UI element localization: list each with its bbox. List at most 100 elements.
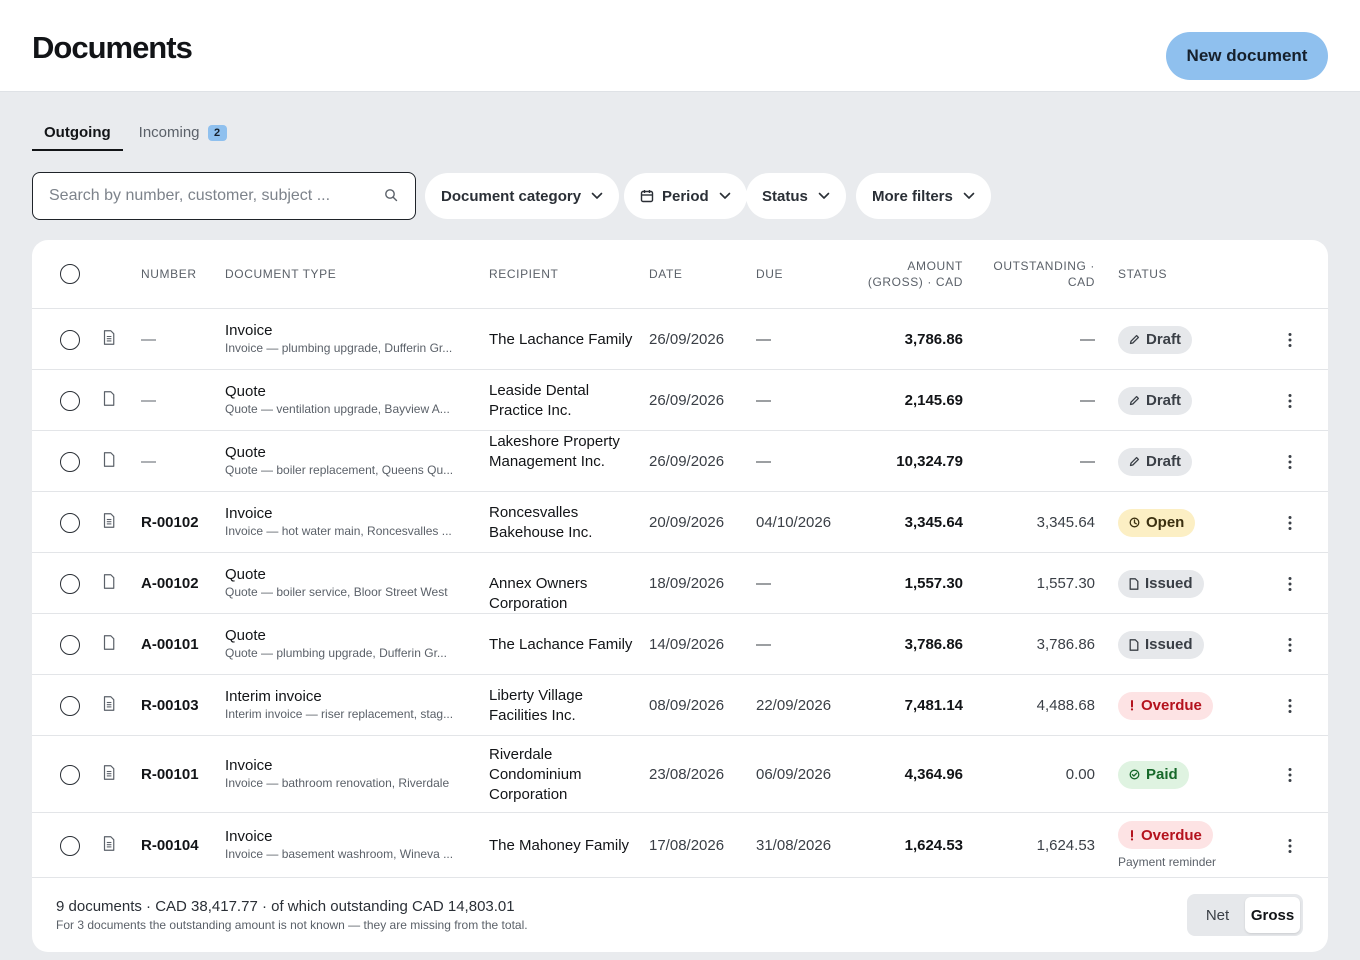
- document-subject: Invoice — basement washroom, Wineva ...: [225, 846, 454, 861]
- tab-incoming[interactable]: Incoming 2: [127, 112, 239, 151]
- page-title: Documents: [32, 30, 193, 65]
- column-outstanding-line1: OUTSTANDING ·: [993, 259, 1095, 273]
- status-label: Issued: [1145, 575, 1193, 592]
- status-badge: Open: [1118, 508, 1196, 537]
- more-actions-icon[interactable]: [1280, 330, 1300, 350]
- document-type: Interim invoice: [225, 687, 322, 705]
- column-due[interactable]: DUE: [756, 267, 784, 281]
- more-actions-icon[interactable]: [1280, 574, 1300, 594]
- page-header: Documents New document: [0, 0, 1360, 92]
- document-number[interactable]: A-00101: [141, 635, 199, 653]
- table-row[interactable]: R-00103 Interim invoice Interim invoice — …: [32, 675, 1328, 736]
- document-type-cell: Quote Quote — plumbing upgrade, Dufferin …: [225, 627, 467, 660]
- column-date[interactable]: DATE: [649, 267, 683, 281]
- document-number[interactable]: —: [141, 330, 156, 348]
- select-all-checkbox[interactable]: [60, 264, 80, 284]
- document-number[interactable]: —: [141, 452, 156, 470]
- document-icon: [1129, 577, 1139, 590]
- document-type: Quote: [225, 443, 266, 461]
- more-actions-icon[interactable]: [1280, 836, 1300, 856]
- document-number[interactable]: R-00103: [141, 696, 199, 714]
- table-row[interactable]: — Quote Quote — boiler replacement, Queens…: [32, 431, 1328, 492]
- quote-doc-icon: [103, 451, 115, 467]
- table-row[interactable]: — Invoice Invoice — plumbing upgrade, Duff…: [32, 309, 1328, 370]
- document-number[interactable]: R-00101: [141, 765, 199, 783]
- row-checkbox[interactable]: [60, 451, 80, 472]
- amount-outstanding: 3,786.86: [1036, 635, 1095, 653]
- payment-reminder-note: Payment reminder: [1118, 855, 1217, 869]
- due-date: 04/10/2026: [756, 513, 832, 531]
- document-tabs: Outgoing Incoming 2: [32, 112, 239, 152]
- pencil-icon: [1129, 395, 1140, 406]
- row-checkbox[interactable]: [60, 329, 80, 350]
- column-document-type[interactable]: DOCUMENT TYPE: [225, 267, 337, 281]
- period-label: Period: [662, 187, 709, 205]
- more-actions-icon[interactable]: [1280, 635, 1300, 655]
- table-row[interactable]: R-00104 Invoice Invoice — basement washroo…: [32, 813, 1328, 878]
- table-footer: 9 documents · CAD 38,417.77 · of which o…: [32, 878, 1328, 952]
- document-number[interactable]: A-00102: [141, 574, 199, 592]
- document-type: Quote: [225, 565, 266, 583]
- search-box: [32, 172, 416, 220]
- more-actions-icon[interactable]: [1280, 452, 1300, 472]
- more-filters-button[interactable]: More filters: [856, 173, 991, 219]
- row-checkbox[interactable]: [60, 573, 80, 594]
- row-checkbox[interactable]: [60, 764, 80, 785]
- period-filter[interactable]: Period: [624, 173, 747, 219]
- documents-table: NUMBER DOCUMENT TYPE RECIPIENT DATE DUE …: [32, 240, 1328, 952]
- recipient: Roncesvalles Bakehouse Inc.: [489, 503, 593, 541]
- search-icon[interactable]: [384, 188, 400, 204]
- calendar-icon: [640, 189, 654, 203]
- column-outstanding[interactable]: OUTSTANDING · CAD: [974, 258, 1095, 290]
- column-amount[interactable]: AMOUNT (GROSS) · CAD: [842, 258, 963, 290]
- chevron-down-icon: [818, 192, 830, 200]
- more-actions-icon[interactable]: [1280, 391, 1300, 411]
- status-filter[interactable]: Status: [746, 173, 846, 219]
- column-number[interactable]: NUMBER: [141, 267, 197, 281]
- document-subject: Quote — boiler service, Bloor Street Wes…: [225, 584, 448, 599]
- recipient: Annex Owners Corporation: [489, 574, 588, 612]
- status-cell: Overdue Payment reminder: [1118, 821, 1216, 869]
- document-date: 08/09/2026: [649, 696, 725, 714]
- more-actions-icon[interactable]: [1280, 696, 1300, 716]
- row-checkbox[interactable]: [60, 512, 80, 533]
- document-category-filter[interactable]: Document category: [425, 173, 620, 219]
- quote-doc-icon: [103, 390, 115, 406]
- amount-gross: 3,345.64: [904, 513, 963, 531]
- amount-gross: 1,557.30: [904, 574, 963, 592]
- status-label: Draft: [1146, 392, 1182, 409]
- table-row[interactable]: R-00101 Invoice Invoice — bathroom renovat…: [32, 736, 1328, 813]
- due-date: 06/09/2026: [756, 765, 832, 783]
- table-row[interactable]: — Quote Quote — ventilation upgrade, Bayvi…: [32, 370, 1328, 431]
- document-number[interactable]: R-00102: [141, 513, 199, 531]
- quote-doc-icon: [103, 634, 115, 650]
- status-badge: Draft: [1118, 386, 1193, 415]
- search-input[interactable]: [49, 173, 369, 219]
- more-actions-icon[interactable]: [1280, 513, 1300, 533]
- tab-outgoing[interactable]: Outgoing: [32, 112, 123, 151]
- column-recipient[interactable]: RECIPIENT: [489, 267, 559, 281]
- toggle-gross[interactable]: Gross: [1245, 897, 1300, 933]
- row-checkbox[interactable]: [60, 695, 80, 716]
- document-type-cell: Quote Quote — ventilation upgrade, Bayvie…: [225, 383, 467, 416]
- row-checkbox[interactable]: [60, 835, 80, 856]
- toggle-net[interactable]: Net: [1205, 906, 1230, 924]
- row-checkbox[interactable]: [60, 634, 80, 655]
- document-number[interactable]: —: [141, 391, 156, 409]
- status-cell: Paid: [1118, 760, 1189, 789]
- document-number[interactable]: R-00104: [141, 836, 199, 854]
- table-row[interactable]: A-00102 Quote Quote — boiler service, Bloo…: [32, 553, 1328, 614]
- amount-outstanding: 3,345.64: [1036, 513, 1095, 531]
- new-document-button[interactable]: New document: [1166, 32, 1328, 80]
- status-cell: Issued: [1118, 569, 1204, 598]
- document-type-cell: Invoice Invoice — hot water main, Roncesv…: [225, 505, 467, 538]
- column-amount-line1: AMOUNT: [907, 259, 963, 273]
- table-row[interactable]: A-00101 Quote Quote — plumbing upgrade, Du…: [32, 614, 1328, 675]
- due-date: —: [756, 574, 771, 592]
- recipient: The Mahoney Family: [489, 836, 630, 854]
- recipient: The Lachance Family: [489, 635, 633, 653]
- column-status[interactable]: STATUS: [1118, 267, 1168, 281]
- more-actions-icon[interactable]: [1280, 765, 1300, 785]
- row-checkbox[interactable]: [60, 390, 80, 411]
- table-row[interactable]: R-00102 Invoice Invoice — hot water main, …: [32, 492, 1328, 553]
